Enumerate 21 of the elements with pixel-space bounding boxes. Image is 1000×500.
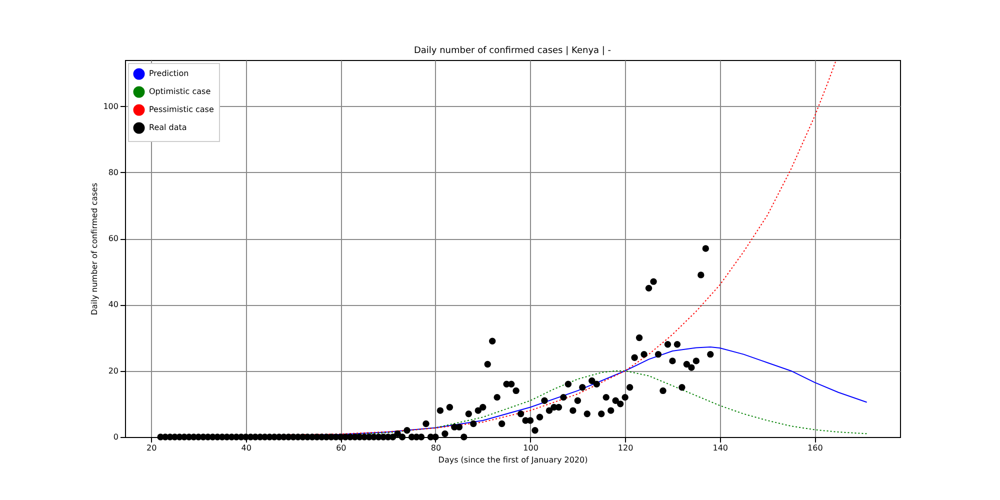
x-tick-label: 100 — [523, 444, 538, 452]
legend-label: Pessimistic case — [149, 105, 214, 114]
y-tick-label: 80 — [108, 168, 118, 177]
y-tick-label: 40 — [108, 300, 118, 310]
y-tick-label: 60 — [108, 234, 118, 244]
x-tick-label: 140 — [712, 444, 728, 452]
x-tick-label: 60 — [336, 444, 346, 452]
x-tick-label: 40 — [241, 444, 252, 452]
y-tick-label: 100 — [103, 102, 118, 111]
x-tick-label: 160 — [808, 444, 823, 452]
y-axis-title: Daily number of confirmed cases — [90, 182, 100, 316]
x-tick-label: 80 — [430, 444, 442, 452]
y-tick-label: 0 — [113, 432, 118, 442]
chart-title: Daily number of confirmed cases | Kenya | - — [414, 46, 612, 56]
y-tick-label: 20 — [108, 366, 118, 376]
x-axis-title: Days (since the first of January 2020) — [438, 456, 588, 464]
x-tick-label: 20 — [146, 444, 157, 452]
legend-label: Real data — [149, 123, 187, 132]
x-tick-label: 120 — [618, 444, 634, 452]
legend-label: Prediction — [149, 69, 189, 78]
legend-label: Optimistic case — [149, 87, 211, 96]
